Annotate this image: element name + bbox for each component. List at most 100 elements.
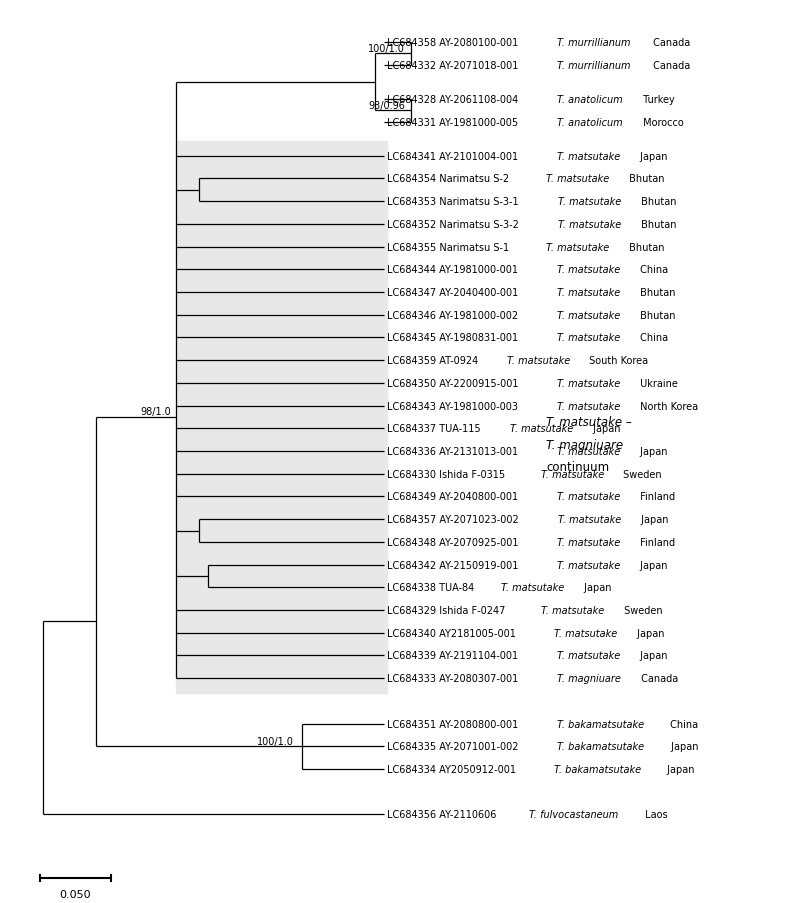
Text: China: China [637, 333, 668, 343]
Text: LC684357 AY-2071023-002: LC684357 AY-2071023-002 [387, 515, 522, 525]
Text: South Korea: South Korea [587, 356, 649, 366]
Text: Bhutan: Bhutan [638, 219, 676, 229]
Text: continuum: continuum [546, 461, 609, 474]
Text: LC684337 TUA-115: LC684337 TUA-115 [387, 424, 484, 433]
Text: LC684342 AY-2150919-001: LC684342 AY-2150919-001 [387, 560, 522, 570]
Text: 0.050: 0.050 [59, 889, 91, 899]
Text: Japan: Japan [638, 560, 668, 570]
Text: LC684340 AY2181005-001: LC684340 AY2181005-001 [387, 628, 520, 638]
Text: T. fulvocastaneum: T. fulvocastaneum [529, 810, 619, 820]
Text: T. matsutake: T. matsutake [540, 470, 604, 479]
Text: Finland: Finland [638, 537, 676, 547]
Text: T. matsutake: T. matsutake [558, 197, 621, 207]
Text: LC684345 AY-1980831-001: LC684345 AY-1980831-001 [387, 333, 521, 343]
Bar [176, 142, 387, 694]
Text: T. matsutake: T. matsutake [558, 515, 621, 525]
Text: LC684356 AY-2110606: LC684356 AY-2110606 [387, 810, 500, 820]
Text: LC684358 AY-2080100-001: LC684358 AY-2080100-001 [387, 38, 522, 48]
Text: LC684329 Ishida F-0247: LC684329 Ishida F-0247 [387, 605, 508, 615]
Text: Bhutan: Bhutan [626, 174, 664, 184]
Text: LC684331 AY-1981000-005: LC684331 AY-1981000-005 [387, 117, 521, 127]
Text: LC684338 TUA-84: LC684338 TUA-84 [387, 582, 478, 592]
Text: T. bakamatsutake: T. bakamatsutake [557, 719, 644, 729]
Text: LC684359 AT-0924: LC684359 AT-0924 [387, 356, 482, 366]
Text: LC684350 AY-2200915-001: LC684350 AY-2200915-001 [387, 378, 522, 388]
Text: T. anatolicum: T. anatolicum [557, 117, 623, 127]
Text: T. bakamatsutake: T. bakamatsutake [554, 764, 642, 774]
Text: Japan: Japan [589, 424, 620, 433]
Text: Morocco: Morocco [640, 117, 683, 127]
Text: Japan: Japan [638, 515, 668, 525]
Text: T. matsutake: T. matsutake [557, 265, 620, 275]
Text: LC684343 AY-1981000-003: LC684343 AY-1981000-003 [387, 401, 521, 411]
Text: LC684330 Ishida F-0315: LC684330 Ishida F-0315 [387, 470, 508, 479]
Text: T. matsutake: T. matsutake [558, 560, 620, 570]
Text: LC684353 Narimatsu S-3-1: LC684353 Narimatsu S-3-1 [387, 197, 522, 207]
Text: LC684332 AY-2071018-001: LC684332 AY-2071018-001 [387, 61, 522, 70]
Text: T. matsutake: T. matsutake [546, 174, 609, 184]
Text: Japan: Japan [637, 446, 668, 457]
Text: LC684335 AY-2071001-002: LC684335 AY-2071001-002 [387, 741, 522, 751]
Text: Laos: Laos [642, 810, 668, 820]
Text: T. matsutake: T. matsutake [558, 537, 621, 547]
Text: T. matsutake: T. matsutake [554, 628, 617, 638]
Text: LC684339 AY-2191104-001: LC684339 AY-2191104-001 [387, 651, 521, 661]
Text: T. matsutake: T. matsutake [557, 492, 620, 502]
Text: Japan: Japan [634, 628, 664, 638]
Text: LC684328 AY-2061108-004: LC684328 AY-2061108-004 [387, 95, 522, 105]
Text: Sweden: Sweden [620, 470, 662, 479]
Text: Bhutan: Bhutan [638, 197, 676, 207]
Text: 100/1.0: 100/1.0 [257, 736, 295, 746]
Text: Bhutan: Bhutan [637, 288, 676, 298]
Text: Japan: Japan [581, 582, 612, 592]
Text: LC684354 Narimatsu S-2: LC684354 Narimatsu S-2 [387, 174, 512, 184]
Text: Canada: Canada [638, 674, 678, 684]
Text: T. matsutake –: T. matsutake – [546, 415, 632, 429]
Text: T. matsutake: T. matsutake [541, 605, 604, 615]
Text: Bhutan: Bhutan [626, 242, 664, 252]
Text: LC684341 AY-2101004-001: LC684341 AY-2101004-001 [387, 152, 521, 162]
Text: T. matsutake: T. matsutake [557, 152, 620, 162]
Text: Bhutan: Bhutan [637, 311, 676, 321]
Text: T. anatolicum: T. anatolicum [557, 95, 623, 105]
Text: LC684352 Narimatsu S-3-2: LC684352 Narimatsu S-3-2 [387, 219, 522, 229]
Text: 93/0.96: 93/0.96 [368, 101, 405, 111]
Text: Japan: Japan [664, 764, 695, 774]
Text: LC684349 AY-2040800-001: LC684349 AY-2040800-001 [387, 492, 521, 502]
Text: T. matsutake: T. matsutake [509, 424, 573, 433]
Text: LC684348 AY-2070925-001: LC684348 AY-2070925-001 [387, 537, 522, 547]
Text: T. matsutake: T. matsutake [557, 651, 620, 661]
Text: LC684336 AY-2131013-001: LC684336 AY-2131013-001 [387, 446, 521, 457]
Text: T. matsutake: T. matsutake [557, 288, 620, 298]
Text: LC684351 AY-2080800-001: LC684351 AY-2080800-001 [387, 719, 522, 729]
Text: 100/1.0: 100/1.0 [368, 44, 405, 54]
Text: Japan: Japan [637, 152, 668, 162]
Text: Turkey: Turkey [640, 95, 675, 105]
Text: T. matsutake: T. matsutake [557, 311, 620, 321]
Text: Canada: Canada [650, 61, 691, 70]
Text: Finland: Finland [637, 492, 675, 502]
Text: T. matsutake: T. matsutake [557, 446, 620, 457]
Text: T. matsutake: T. matsutake [557, 401, 620, 411]
Text: Ukraine: Ukraine [638, 378, 678, 388]
Text: China: China [637, 265, 668, 275]
Text: T. matsutake: T. matsutake [546, 242, 609, 252]
Text: Sweden: Sweden [621, 605, 662, 615]
Text: LC684333 AY-2080307-001: LC684333 AY-2080307-001 [387, 674, 522, 684]
Text: T. matsutake: T. matsutake [558, 219, 621, 229]
Text: North Korea: North Korea [637, 401, 698, 411]
Text: T. magniuare: T. magniuare [557, 674, 621, 684]
Text: Japan: Japan [668, 741, 698, 751]
Text: T. matsutake: T. matsutake [558, 378, 621, 388]
Text: LC684334 AY2050912-001: LC684334 AY2050912-001 [387, 764, 520, 774]
Text: T. magniuare: T. magniuare [546, 438, 623, 452]
Text: LC684347 AY-2040400-001: LC684347 AY-2040400-001 [387, 288, 522, 298]
Text: Japan: Japan [637, 651, 668, 661]
Text: T. murrillianum: T. murrillianum [558, 61, 630, 70]
Text: LC684344 AY-1981000-001: LC684344 AY-1981000-001 [387, 265, 521, 275]
Text: T. murrillianum: T. murrillianum [557, 38, 630, 48]
Text: T. matsutake: T. matsutake [501, 582, 565, 592]
Text: China: China [668, 719, 699, 729]
Text: T. matsutake: T. matsutake [557, 333, 620, 343]
Text: T. bakamatsutake: T. bakamatsutake [558, 741, 645, 751]
